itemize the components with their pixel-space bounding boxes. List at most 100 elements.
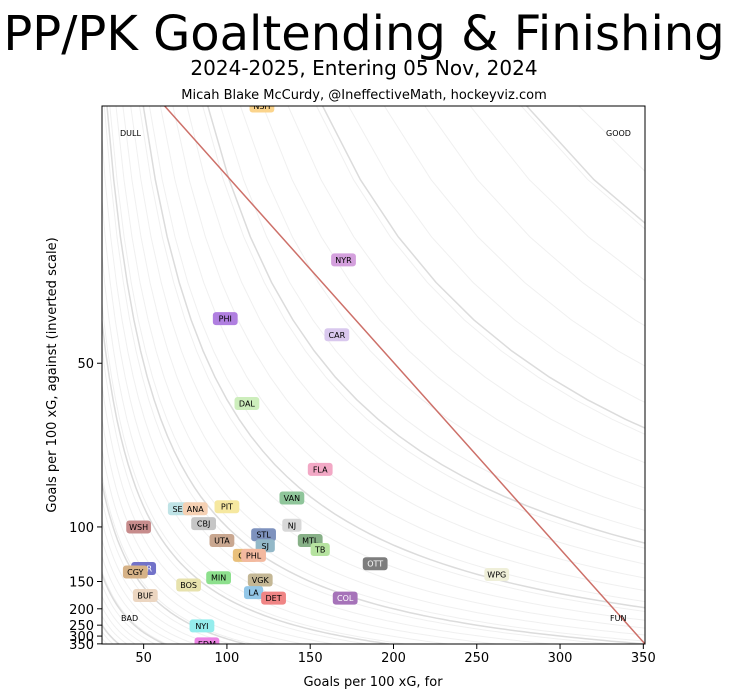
team-label-nj: NJ	[288, 521, 296, 530]
reference-line-minor	[172, 106, 645, 579]
x-tick-label: 50	[135, 651, 152, 666]
team-label-ott: OTT	[367, 560, 383, 569]
reference-line-minor	[102, 643, 103, 644]
reference-line-minor	[102, 195, 497, 644]
y-tick-label: 250	[69, 619, 94, 634]
team-marker-vgk	[247, 573, 273, 587]
team-marker-min	[206, 571, 231, 585]
team-label-uta: UTA	[214, 536, 230, 545]
corner-label-top-left: DULL	[120, 129, 141, 138]
team-label-fla: FLA	[313, 465, 328, 474]
team-marker-cgy	[122, 565, 148, 579]
team-marker-nyr	[331, 253, 356, 267]
team-marker-wpg	[484, 568, 510, 582]
reference-line-minor	[239, 106, 645, 512]
x-tick-label: 200	[381, 651, 406, 666]
reference-line-minor	[63, 106, 97, 644]
team-label-min: MIN	[211, 574, 226, 583]
team-label-phi: PHI	[219, 315, 232, 324]
reference-line-major	[102, 572, 165, 644]
team-marker-nsh	[249, 106, 275, 113]
chart-subtitle: 2024-2025, Entering 05 Nov, 2024	[190, 56, 537, 80]
team-label-nyr: NYR	[335, 256, 352, 265]
reference-line-minor	[139, 106, 645, 612]
x-tick-label: 100	[215, 651, 240, 666]
reference-line-minor	[102, 605, 136, 644]
team-label-edm: EDM	[198, 640, 216, 649]
team-label-la: LA	[249, 589, 260, 598]
team-marker-la	[243, 586, 264, 600]
reference-lines	[63, 106, 729, 644]
reference-line-minor	[102, 473, 253, 644]
team-label-van: VAN	[284, 494, 300, 503]
reference-line-minor	[102, 583, 156, 644]
corner-label-top-right: GOOD	[606, 129, 631, 138]
reference-line-minor	[102, 415, 303, 644]
team-marker-buf	[132, 588, 158, 602]
team-label-pit: PIT	[221, 503, 233, 512]
reference-line-minor	[148, 106, 645, 603]
team-label-cbj: CBJ	[197, 520, 210, 529]
team-label-sea: SEA	[172, 505, 188, 514]
team-marker-van	[279, 491, 305, 505]
reference-line-major	[102, 623, 120, 644]
x-tick-label: 350	[631, 651, 656, 666]
reference-line-minor	[469, 106, 645, 282]
reference-line-minor	[102, 342, 367, 644]
reference-line-major	[63, 106, 93, 644]
team-marker-col	[332, 591, 358, 605]
reference-line-minor	[643, 106, 645, 109]
team-marker-ott	[362, 557, 388, 571]
plot-frame	[101, 105, 646, 645]
reference-line-minor	[63, 106, 93, 644]
team-label-buf: BUF	[137, 591, 153, 600]
team-marker-uta	[209, 533, 235, 547]
y-tick-label: 100	[69, 521, 94, 536]
team-label-phl: PHL	[246, 551, 262, 560]
reference-line-major	[106, 106, 645, 644]
reference-line-minor	[716, 106, 729, 644]
reference-line-minor	[130, 106, 645, 621]
team-label-stl: STL	[256, 531, 271, 540]
y-axis-label: Goals per 100 xG, against (inverted scal…	[45, 237, 60, 512]
reference-line-minor	[102, 554, 181, 644]
team-label-nyi: NYI	[195, 622, 208, 631]
team-marker-nyi	[189, 619, 215, 633]
team-label-col: COL	[337, 594, 354, 603]
x-tick-label: 250	[464, 651, 489, 666]
y-tick-label: 150	[69, 576, 94, 591]
reference-line-minor	[102, 569, 167, 644]
team-label-vgk: VGK	[252, 576, 270, 585]
reference-line-minor	[202, 106, 645, 549]
reference-line-major	[142, 106, 645, 609]
team-label-wpg: WPG	[487, 571, 506, 580]
reference-line-minor	[115, 106, 645, 636]
reference-line-major	[207, 106, 645, 544]
team-label-mtl: MTL	[302, 536, 319, 545]
team-marker-wsh	[126, 520, 152, 534]
team-marker-car	[324, 328, 350, 342]
team-label-wsh: WSH	[129, 523, 148, 532]
chart-title: PP/PK Goaltending & Finishing	[3, 6, 724, 62]
x-axis: 50 100 150 200 250 300 350	[135, 644, 656, 666]
break-even-diagonal	[163, 106, 645, 644]
reference-line-major	[526, 106, 645, 225]
team-marker-nj	[282, 518, 302, 532]
reference-line-minor	[102, 637, 108, 644]
team-marker-bos	[176, 578, 202, 592]
reference-line-minor	[102, 595, 145, 644]
team-marker-phl	[241, 548, 266, 562]
team-marker-dal	[234, 396, 260, 410]
team-label-tb: TB	[314, 546, 325, 555]
y-tick-label: 350	[69, 638, 94, 653]
y-tick-label: 50	[77, 357, 94, 372]
y-tick-label: 300	[69, 630, 94, 645]
reference-line-minor	[102, 497, 231, 644]
team-marker-pit	[214, 500, 240, 514]
team-label-dal: DAL	[239, 399, 255, 408]
team-marker-edm	[194, 637, 220, 644]
team-marker-phi	[212, 312, 238, 326]
reference-line-major	[102, 315, 390, 644]
reference-line-minor	[102, 630, 114, 644]
team-marker-tb	[310, 543, 330, 557]
